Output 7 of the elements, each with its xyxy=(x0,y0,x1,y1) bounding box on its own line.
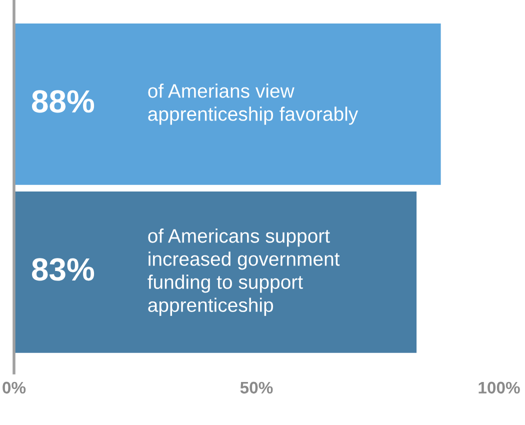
x-tick-label: 100% xyxy=(478,382,520,394)
y-tick-label: of Amerians view apprenticeship favorably xyxy=(148,84,358,125)
data-label: 83% xyxy=(32,258,94,281)
x-tick-label: 50% xyxy=(240,382,273,394)
x-tick-label: 0% xyxy=(2,382,26,394)
y-tick-label: of Americans support increased government funding to support apprenticeship xyxy=(148,228,340,316)
data-label: 88% xyxy=(32,90,94,113)
